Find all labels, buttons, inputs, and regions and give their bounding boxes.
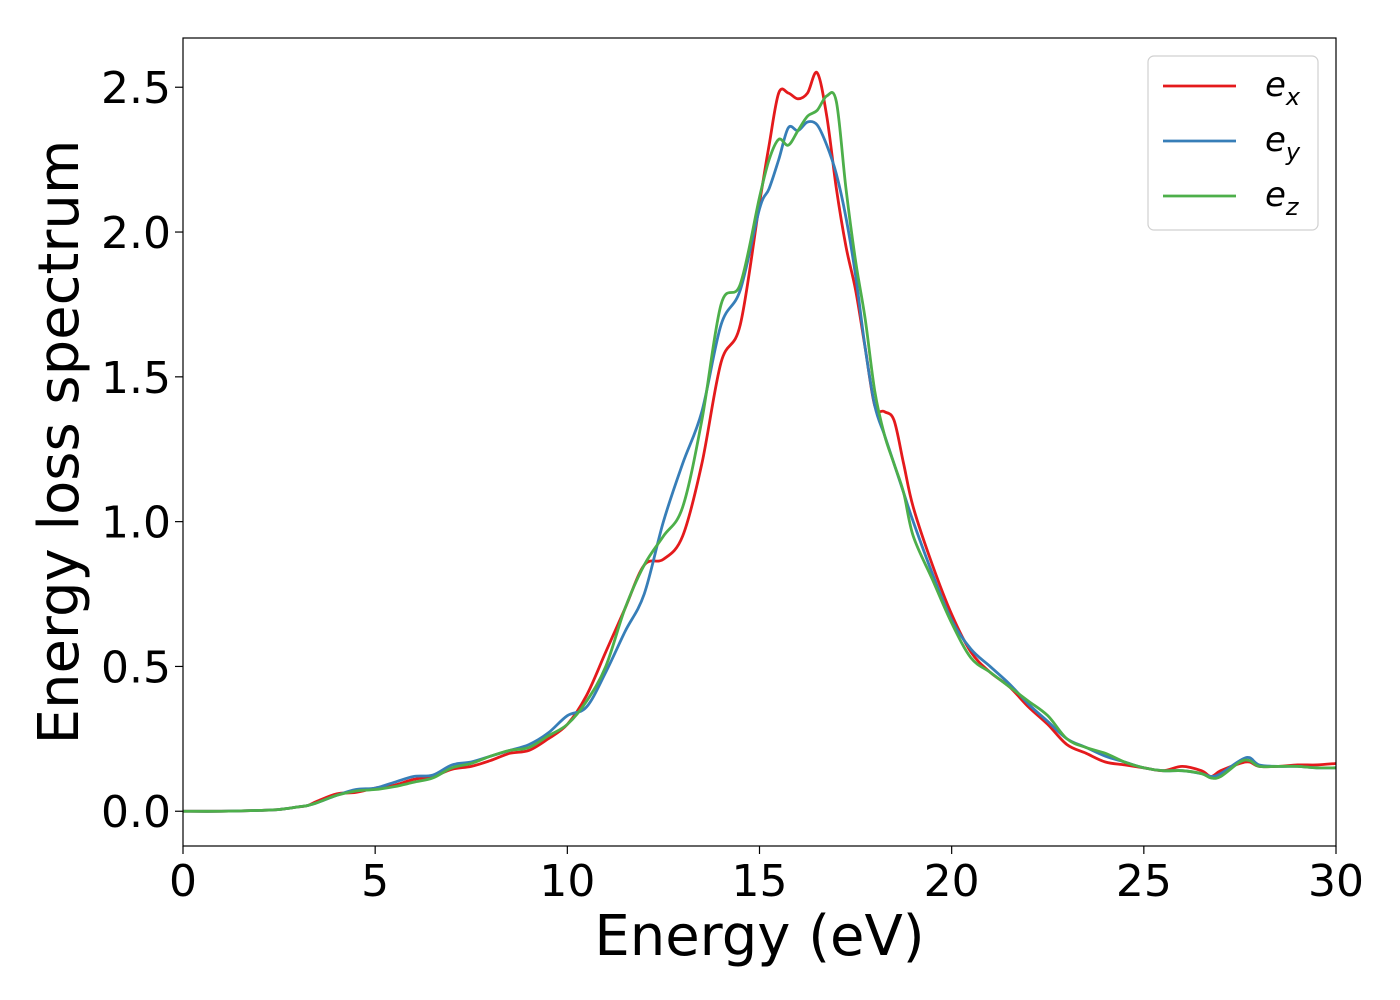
x-tick-label: 30: [1308, 856, 1364, 907]
x-tick-label: 5: [361, 856, 389, 907]
x-tick-label: 0: [169, 856, 197, 907]
y-tick-label: 0.5: [101, 642, 171, 693]
y-tick-label: 2.0: [101, 208, 171, 259]
x-tick-label: 20: [924, 856, 980, 907]
y-tick-label: 0.0: [101, 787, 171, 838]
plot-lines: [183, 70, 1336, 813]
y-tick-label: 1.5: [101, 353, 171, 404]
x-tick-label: 25: [1116, 856, 1172, 907]
y-tick-label: 1.0: [101, 498, 171, 549]
y-axis-ticks: 0.0 0.5 1.0 1.5 2.0 2.5: [101, 63, 183, 838]
x-tick-label: 10: [539, 856, 595, 907]
x-tick-label: 15: [732, 856, 788, 907]
series-line-ez: [183, 91, 1336, 813]
x-axis-ticks: 0 5 10 15 20 25 30: [169, 846, 1364, 907]
x-axis-title: Energy (eV): [594, 904, 924, 969]
y-axis-title: Energy loss spectrum: [27, 140, 92, 745]
y-tick-label: 2.5: [101, 63, 171, 114]
legend-frame: [1147, 55, 1319, 231]
